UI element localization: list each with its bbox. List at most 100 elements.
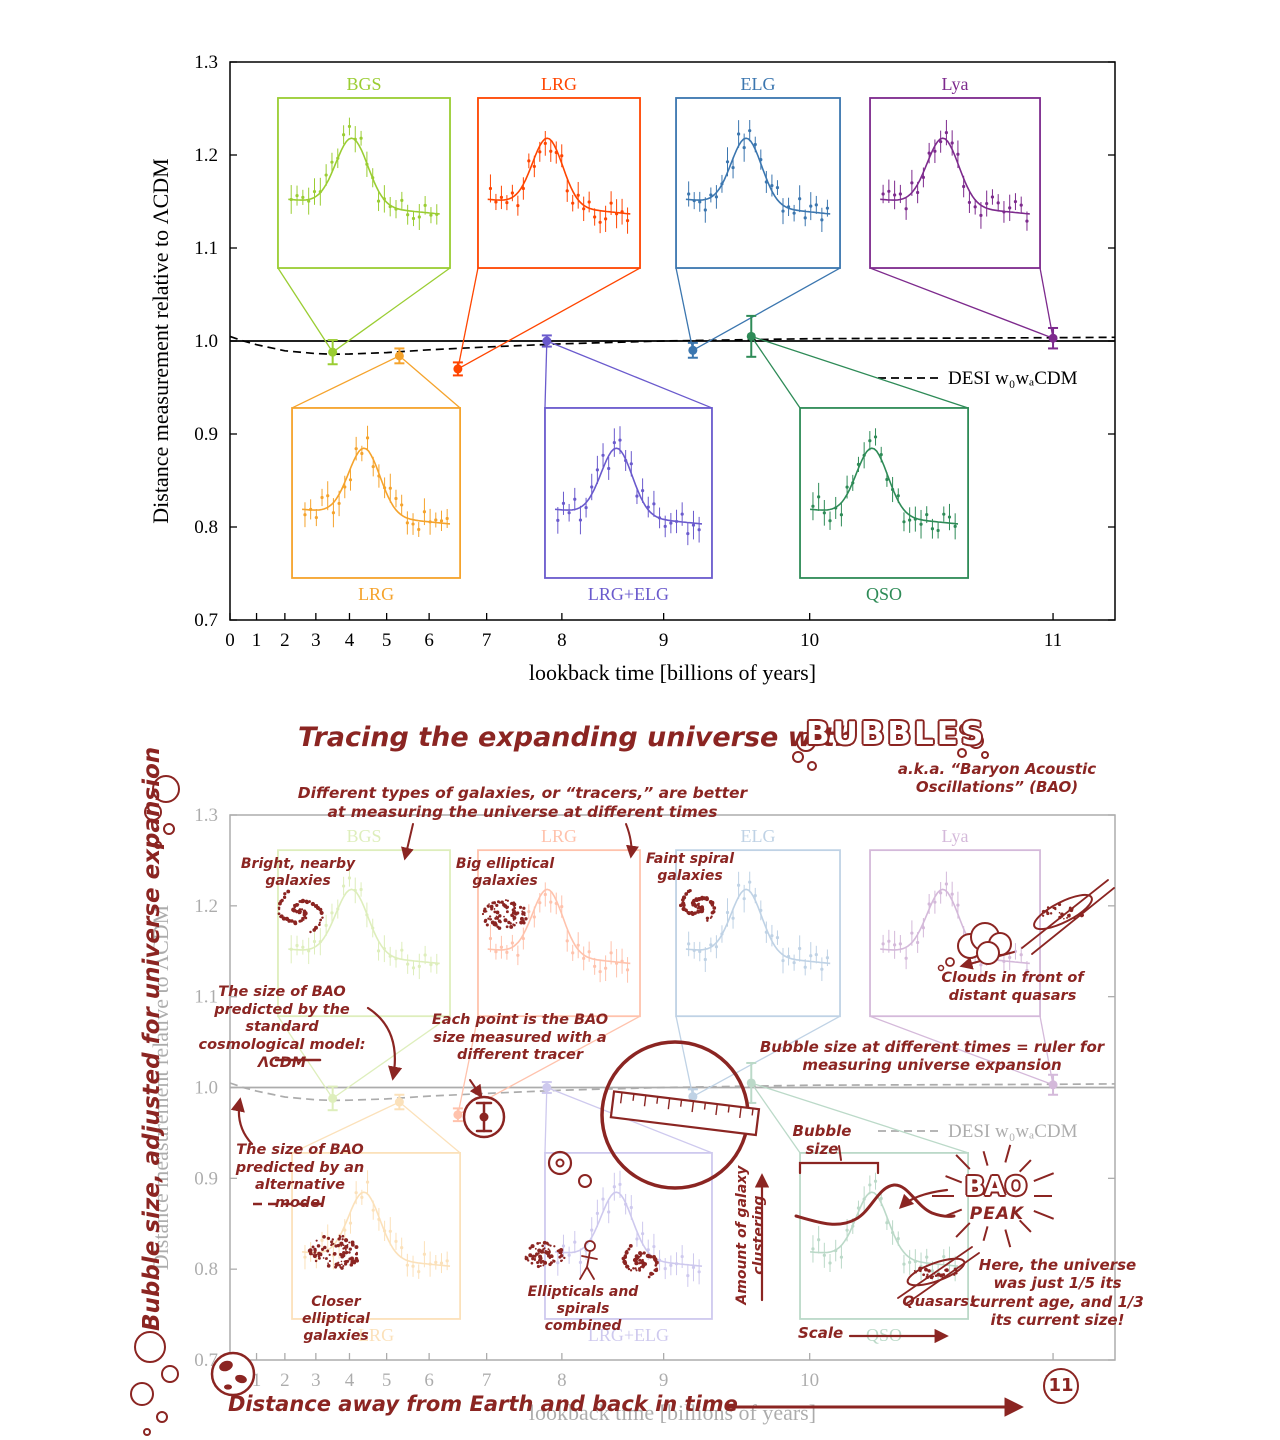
closer-elliptical-label: Closer elliptical galaxies [302,1294,370,1345]
tracer-point-LRG [394,347,405,365]
svg-text:LRG: LRG [358,584,394,604]
svg-text:1.0: 1.0 [194,1078,218,1099]
svg-text:LRG: LRG [541,74,577,94]
tracer-point-LRG [452,361,463,377]
bao-alternative-note: The size of BAO predicted by an alternat… [235,1142,365,1212]
explainer-title: Tracing the expanding universe with [298,722,855,753]
bao-peak-word: BAO [964,1172,1028,1202]
svg-text:1.1: 1.1 [194,238,218,259]
svg-text:3: 3 [311,630,321,651]
tracer-point-LRG [452,1107,463,1123]
svg-text:DESI w₀wₐCDM: DESI w₀wₐCDM [948,368,1078,389]
inset-QSO [799,407,969,579]
svg-text:6: 6 [424,630,434,651]
chart: 0.7 0.8 0.9 1.0 1.1 1.2 1.3 0 1 2 3 4 5 6 7 8 9 10 11 Dista… [148,52,1116,685]
svg-text:0.9: 0.9 [194,1168,218,1189]
big-elliptical-label: Big elliptical galaxies [455,856,555,890]
scale-axis-label: Scale [798,1324,844,1342]
inset-LRG [477,849,641,1018]
svg-text:LRG+ELG: LRG+ELG [588,584,669,604]
inset-QSO [799,1151,969,1320]
tracer-point-LRG+ELG [541,1081,552,1094]
circled-eleven: 11 [1043,1368,1079,1404]
svg-text:1.2: 1.2 [194,896,218,917]
bubble-size-label: Bubble size [792,1122,852,1159]
inset-ELG [675,97,841,269]
explainer-title-bubbles: BUBBLES [806,716,987,752]
inset-LRG [477,97,641,269]
svg-text:9: 9 [659,1370,669,1391]
inset-LRG+ELG [544,1151,713,1320]
bubble-size-axis-label: Bubble size, adjusted for universe expan… [138,746,165,1332]
svg-text:1: 1 [252,1370,262,1391]
svg-text:QSO: QSO [866,584,902,604]
svg-text:0.8: 0.8 [194,1259,218,1280]
svg-text:ELG: ELG [741,826,776,846]
svg-text:LRG: LRG [358,1325,394,1345]
svg-text:0.7: 0.7 [194,1350,218,1371]
svg-text:6: 6 [424,1370,434,1391]
inset-LRG [291,1151,462,1320]
tracer-point-ELG [687,341,698,359]
svg-text:0.8: 0.8 [194,517,218,538]
svg-text:1: 1 [252,630,262,651]
svg-text:1.2: 1.2 [194,145,218,166]
tracers-note: Different types of galaxies, or “tracers… [297,784,748,821]
svg-text:10: 10 [800,630,819,651]
svg-text:4: 4 [345,630,355,651]
svg-text:lookback time [billions of yea: lookback time [billions of years] [529,660,816,685]
inset-LRG+ELG [544,407,713,579]
svg-text:DESI w₀wₐCDM: DESI w₀wₐCDM [948,1121,1078,1142]
svg-text:LRG: LRG [541,826,577,846]
peak-word: PEAK [969,1204,1025,1224]
bright-nearby-label: Bright, nearby galaxies [240,856,356,890]
tracer-point-QSO [746,314,757,358]
svg-text:7: 7 [482,630,492,651]
svg-text:2: 2 [280,1370,290,1391]
universe-age-note: Here, the universe was just 1/5 its curr… [971,1256,1144,1329]
svg-text:2: 2 [280,630,290,651]
clustering-axis-label: Amount of galaxy clustering [733,1165,767,1305]
each-point-note: Each point is the BAO size measured with… [431,1012,609,1064]
svg-text:10: 10 [800,1370,819,1391]
inset-LRG [291,407,462,579]
clouds-label: Clouds in front of distant quasars [941,970,1084,1004]
svg-text:1.1: 1.1 [194,987,218,1008]
tracer-point-LRG [394,1093,405,1111]
svg-text:3: 3 [311,1370,321,1391]
svg-text:Lya: Lya [942,74,969,94]
svg-text:8: 8 [557,630,567,651]
svg-text:4: 4 [345,1370,355,1391]
svg-text:LRG+ELG: LRG+ELG [588,1325,669,1345]
faded-chart: 0.70.80.91.01.11.21.301234567891011Dista… [148,805,1116,1425]
svg-text:9: 9 [659,630,669,651]
inset-Lya [869,849,1041,1018]
svg-text:0: 0 [225,630,235,651]
inset-ELG [675,849,841,1018]
annotated-faded-chart: 0.70.80.91.01.11.21.301234567891011Dista… [148,805,1116,1425]
bao-standard-note: The size of BAO predicted by the standar… [198,984,366,1071]
tracer-point-Lya [1048,326,1059,350]
svg-text:BGS: BGS [346,74,381,94]
svg-text:0.7: 0.7 [194,610,218,631]
svg-text:ELG: ELG [741,74,776,94]
svg-text:5: 5 [382,1370,392,1391]
svg-text:5: 5 [382,630,392,651]
tracer-point-BGS [327,339,338,366]
quasars-label: Quasars! [902,1294,976,1310]
svg-text:7: 7 [482,1370,492,1391]
svg-text:1.3: 1.3 [194,805,218,826]
svg-text:lookback time [billions of yea: lookback time [billions of years] [529,1400,816,1425]
svg-text:1.0: 1.0 [194,331,218,352]
bubble-ruler-note: Bubble size at different times = ruler f… [759,1038,1105,1075]
svg-text:0.9: 0.9 [194,424,218,445]
distance-axis-label: Distance away from Earth and back in tim… [228,1392,738,1416]
main-bao-chart: 0.7 0.8 0.9 1.0 1.1 1.2 1.3 0 1 2 3 4 5 6 7 8 9 10 11 Dista… [148,52,1116,685]
inset-BGS [277,849,451,1018]
tracer-point-LRG+ELG [541,334,552,348]
ellipticals-spirals-label: Ellipticals and spirals combined [527,1284,639,1335]
svg-text:Distance measurement relative: Distance measurement relative to ΛCDM [148,905,173,1270]
inset-BGS [277,97,451,269]
